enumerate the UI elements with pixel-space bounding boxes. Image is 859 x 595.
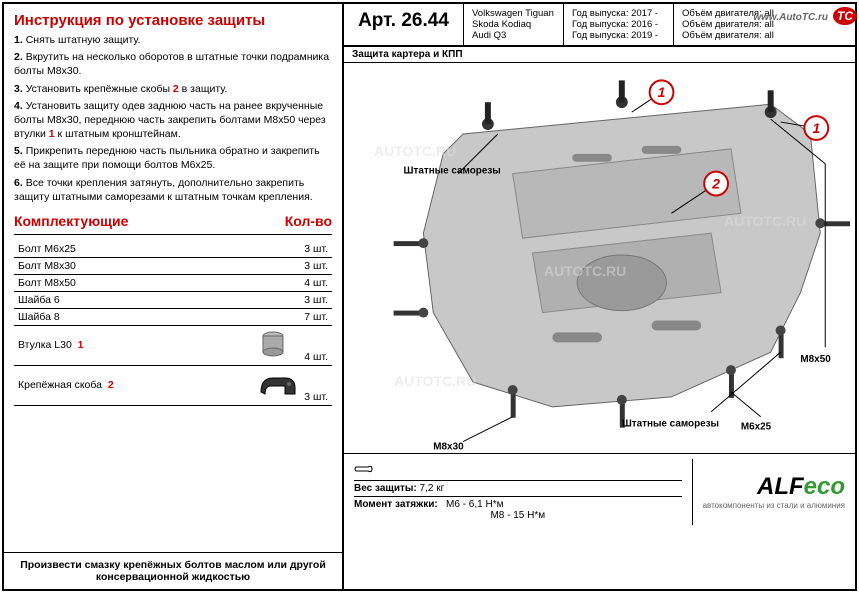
table-row: Болт М8х504 шт. (14, 274, 332, 291)
watermark-logo: www.AutoTC.ru TC (753, 4, 857, 25)
step-6: 6. Все точки крепления затянуть, дополни… (14, 176, 332, 204)
lubrication-note: Произвести смазку крепёжных болтов масло… (4, 552, 342, 589)
wrench-icon (354, 463, 374, 475)
svg-text:2: 2 (711, 176, 720, 192)
bolt-icon (815, 218, 850, 228)
table-row: Втулка L30 1 4 шт. (14, 325, 332, 365)
step-4: 4. Установить защиту одев заднюю часть н… (14, 99, 332, 142)
models-box: Volkswagen TiguanSkoda KodiaqAudi Q3 (464, 4, 564, 45)
left-column: Инструкция по установке защиты 1. Снять … (4, 4, 344, 589)
years-box: Год выпуска: 2017 - Год выпуска: 2016 - … (564, 4, 674, 45)
label-samorez-bot: Штатные саморезы (622, 419, 719, 430)
table-row: Крепёжная скоба 2 3 шт. (14, 365, 332, 405)
bolt-icon (776, 325, 786, 358)
footer-row: Вес защиты: 7,2 кг Момент затяжки: М6 - … (344, 453, 855, 529)
label-m8x30: М8х30 (433, 442, 464, 453)
bracket-icon (255, 368, 301, 400)
right-column: Арт. 26.44 Volkswagen TiguanSkoda Kodiaq… (344, 4, 855, 589)
label-m6x25: М6х25 (741, 422, 772, 433)
table-row: Шайба 63 шт. (14, 291, 332, 308)
skid-plate-diagram: Штатные саморезы М8х50 М8х30 М6х25 Штатн… (344, 63, 855, 453)
label-m8x50: М8х50 (800, 354, 831, 365)
bushing-icon (255, 328, 301, 360)
footer-specs: Вес защиты: 7,2 кг Момент затяжки: М6 - … (344, 459, 693, 525)
callout-1a: 1 (632, 80, 674, 112)
step-1: 1. Снять штатную защиту. (14, 33, 332, 47)
brand-logo: ALFeco автокомпоненты из стали и алюмини… (693, 469, 855, 514)
table-row: Болт М8х303 шт. (14, 257, 332, 274)
bolt-icon (508, 385, 518, 418)
description-line: Защита картера и КПП (344, 47, 855, 63)
svg-text:1: 1 (812, 120, 820, 136)
step-2: 2. Вкрутить на несколько оборотов в штат… (14, 50, 332, 78)
bolt-icon (394, 308, 429, 318)
instructions-title: Инструкция по установке защиты (4, 4, 342, 33)
parts-table: Болт М6х253 шт. Болт М8х303 шт. Болт М8х… (14, 241, 332, 406)
page-container: Инструкция по установке защиты 1. Снять … (2, 2, 857, 591)
bolt-icon (726, 365, 736, 398)
bolt-icon (482, 102, 494, 130)
table-row: Шайба 87 шт. (14, 308, 332, 325)
table-row: Болт М6х253 шт. (14, 241, 332, 258)
parts-heading: КомплектующиеКол-во (14, 212, 332, 235)
label-samorez-top: Штатные саморезы (404, 166, 501, 177)
bolt-icon (394, 238, 429, 248)
diagram-area: AUTOTC.RU AUTOTC.RU AUTOTC.RU AUTOTC.RU (344, 63, 855, 453)
bolt-icon (616, 80, 628, 108)
instructions-block: 1. Снять штатную защиту. 2. Вкрутить на … (4, 33, 342, 241)
article-box: Арт. 26.44 (344, 4, 464, 45)
svg-text:1: 1 (658, 84, 666, 100)
step-5: 5. Прикрепить переднюю часть пыльника об… (14, 144, 332, 172)
step-3: 3. Установить крепёжные скобы 2 в защиту… (14, 82, 332, 96)
